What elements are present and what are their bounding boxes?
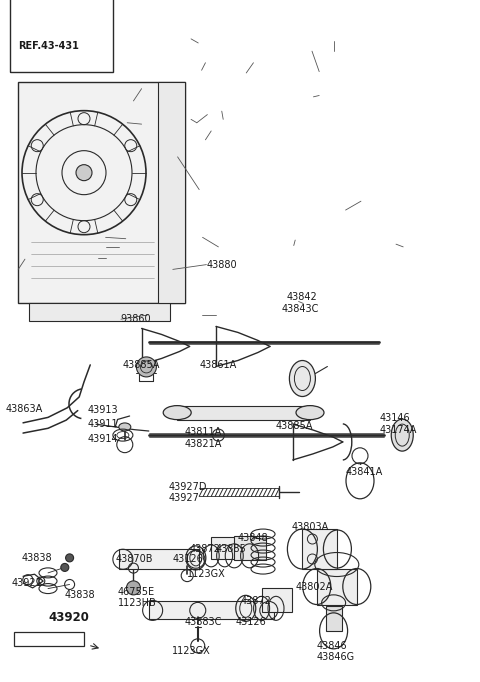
Bar	[317, 569, 357, 604]
Bar	[149, 602, 274, 619]
Bar	[158, 82, 185, 303]
Bar	[302, 529, 337, 569]
Text: 1123GX: 1123GX	[172, 647, 211, 656]
Text: 43920: 43920	[48, 610, 89, 624]
Circle shape	[76, 164, 92, 181]
Text: 43848: 43848	[238, 533, 268, 543]
Bar	[119, 549, 199, 569]
Bar	[18, 82, 185, 303]
Circle shape	[66, 554, 73, 562]
Bar	[14, 632, 84, 646]
Text: 43885: 43885	[216, 544, 247, 554]
Bar	[234, 535, 266, 560]
Text: 43126: 43126	[173, 554, 204, 564]
Text: 43872: 43872	[190, 544, 220, 554]
Text: 43842: 43842	[287, 293, 318, 302]
Text: 43911: 43911	[87, 419, 118, 429]
Text: 93860: 93860	[120, 314, 151, 324]
Bar	[324, 583, 344, 603]
Bar	[211, 537, 239, 559]
Text: 43863A: 43863A	[6, 404, 43, 414]
Bar	[10, 0, 113, 72]
Circle shape	[126, 581, 141, 595]
Text: 43885A: 43885A	[276, 421, 313, 430]
Text: 43914: 43914	[87, 434, 118, 443]
Text: 43146
43174A: 43146 43174A	[379, 413, 417, 435]
Ellipse shape	[391, 419, 413, 451]
Text: 43870B: 43870B	[115, 554, 153, 564]
Text: 43843C: 43843C	[281, 304, 319, 314]
Ellipse shape	[163, 406, 191, 419]
Circle shape	[61, 563, 69, 572]
Circle shape	[136, 357, 156, 377]
Text: 43872: 43872	[241, 596, 272, 606]
Text: 43811A
43821A: 43811A 43821A	[185, 427, 222, 449]
Ellipse shape	[296, 406, 324, 419]
Bar	[177, 406, 310, 419]
Text: 43885A: 43885A	[122, 360, 160, 370]
Ellipse shape	[289, 361, 315, 396]
Text: 43838: 43838	[21, 553, 52, 563]
Text: 43883C: 43883C	[185, 617, 222, 627]
Bar	[19, 201, 110, 259]
Text: REF.43-431: REF.43-431	[18, 42, 79, 51]
Text: 43841A: 43841A	[346, 467, 383, 477]
Text: 43803A: 43803A	[292, 522, 329, 532]
Text: 43927D
43927: 43927D 43927	[169, 481, 207, 503]
Text: 43126: 43126	[235, 617, 266, 627]
Text: 43880: 43880	[206, 260, 237, 269]
Bar	[262, 588, 292, 612]
Text: 1123GX: 1123GX	[187, 569, 226, 579]
Text: 43913: 43913	[87, 405, 118, 415]
Text: 46755E
1123HB: 46755E 1123HB	[118, 587, 156, 608]
Text: 43861A: 43861A	[199, 360, 237, 370]
Bar	[325, 606, 342, 631]
Text: 43838: 43838	[65, 590, 96, 599]
Text: 43846
43846G: 43846 43846G	[317, 640, 355, 662]
Ellipse shape	[119, 423, 131, 431]
Text: 43921: 43921	[12, 578, 42, 588]
Bar	[29, 303, 170, 321]
Text: 43802A: 43802A	[295, 582, 333, 591]
